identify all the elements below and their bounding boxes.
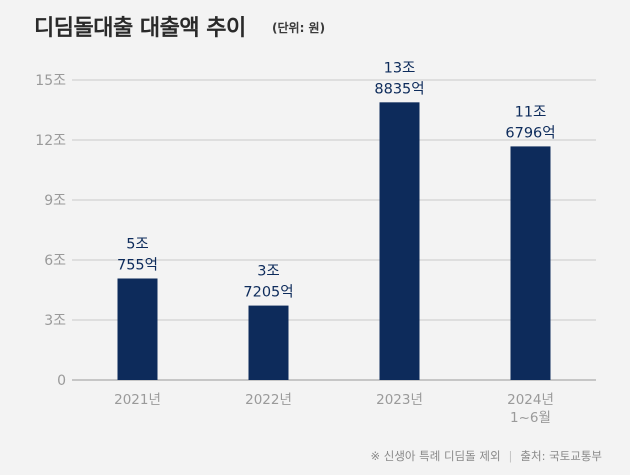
bar — [510, 146, 551, 380]
x-tick-label: 2021년 — [114, 392, 161, 408]
x-tick-label: 2024년 1~6월 — [507, 392, 554, 426]
data-label-line: 7205억 — [243, 284, 293, 301]
y-tick-label: 6조 — [44, 253, 66, 269]
data-label-line: 755억 — [117, 256, 158, 273]
bar — [248, 305, 289, 380]
y-tick-label: 9조 — [44, 193, 66, 209]
x-tick-label: 2023년 — [376, 392, 423, 408]
bar — [379, 102, 420, 380]
x-tick-label-line: 2023년 — [376, 392, 423, 408]
y-tick-label: 15조 — [35, 73, 66, 89]
unit-label: (단위: 원) — [272, 21, 326, 35]
x-tick-label-line: 2022년 — [245, 392, 292, 408]
x-tick-label-line: 1~6월 — [510, 410, 551, 426]
data-label: 11조 6796억 — [505, 104, 555, 141]
chart-title: 디딤돌대출 대출액 추이 — [34, 16, 246, 41]
data-label-line: 3조 — [257, 264, 280, 280]
data-label-line: 8835억 — [374, 80, 424, 97]
y-tick-label: 3조 — [44, 313, 66, 329]
footer-separator: | — [508, 449, 513, 463]
data-label: 13조 8835억 — [374, 60, 424, 97]
data-label: 3조 7205억 — [243, 264, 293, 301]
data-label-line: 11조 — [515, 104, 547, 120]
x-tick-label: 2022년 — [245, 392, 292, 408]
chart-footer: ※ 신생아 특례 디딤돌 제외 | 출처: 국토교통부 — [370, 448, 602, 464]
x-tick-label-line: 2024년 — [507, 392, 554, 408]
data-label-line: 6796억 — [505, 124, 555, 141]
data-label-line: 5조 — [126, 236, 149, 252]
data-label: 5조 755억 — [117, 236, 158, 273]
data-label-line: 13조 — [384, 60, 416, 76]
y-tick-label: 0 — [57, 373, 66, 389]
y-tick-label: 12조 — [35, 133, 66, 149]
source-note: 출처: 국토교통부 — [520, 449, 602, 463]
x-tick-label-line: 2021년 — [114, 392, 161, 408]
footnote: ※ 신생아 특례 디딤돌 제외 — [370, 449, 501, 463]
bar — [117, 278, 158, 380]
